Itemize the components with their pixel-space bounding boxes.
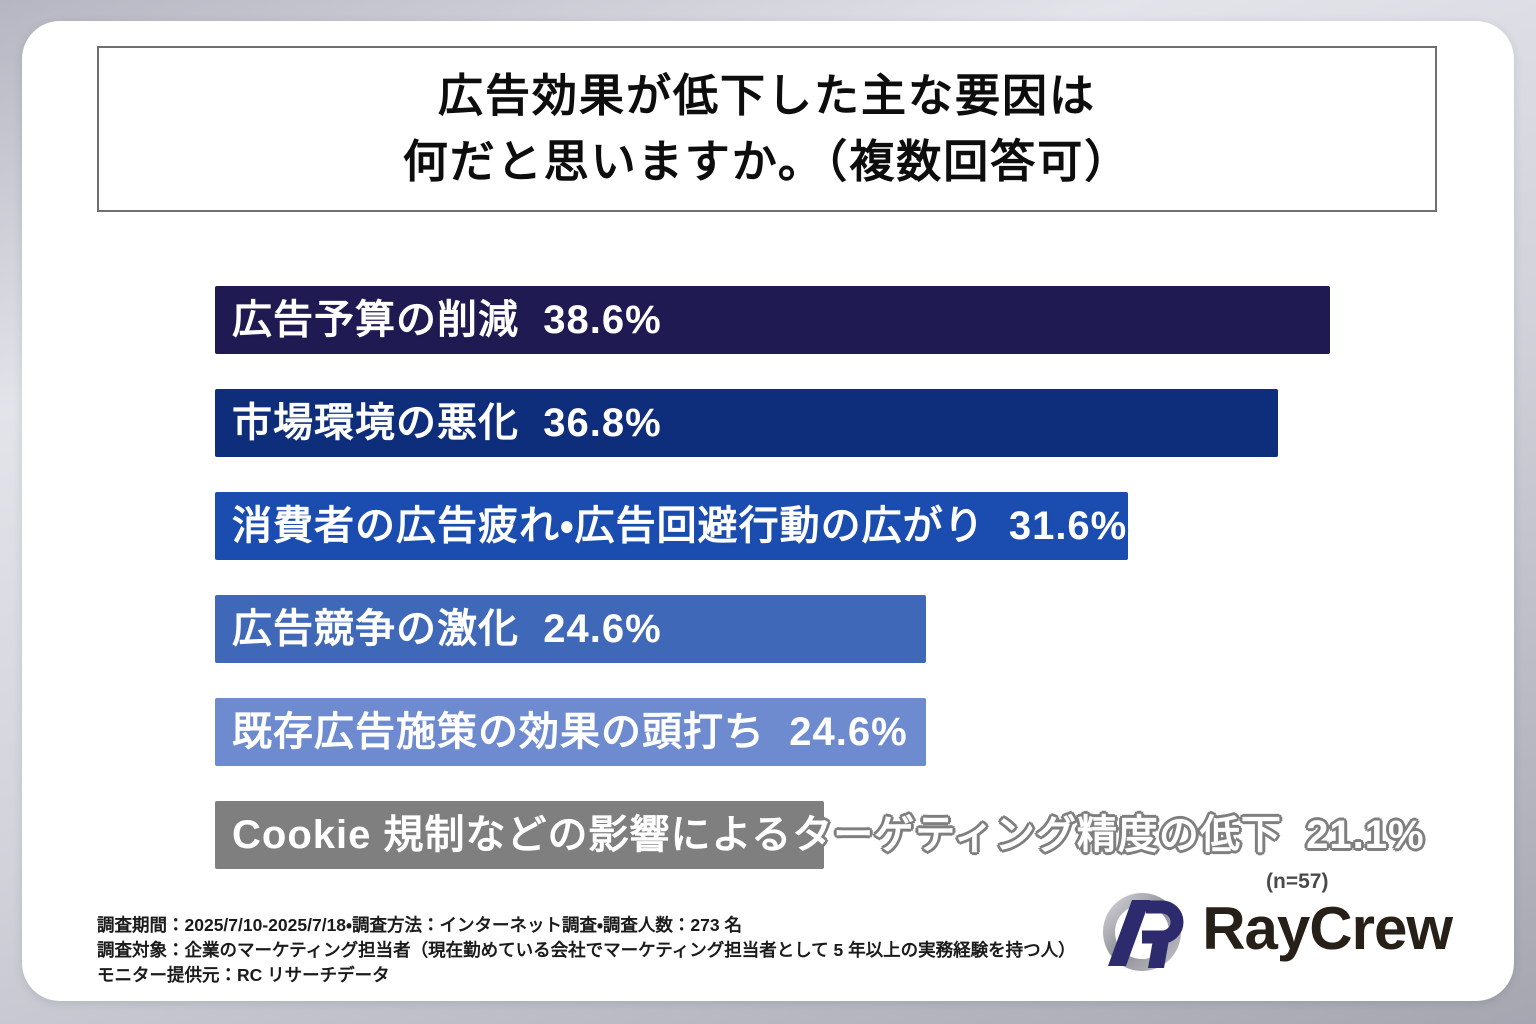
sample-size-note: (n=57) <box>1266 870 1329 893</box>
bar-row-2: 市場環境の悪化 36.8% <box>215 389 1330 457</box>
survey-notes: 調査期間：2025/7/10-2025/7/18・調査方法：インターネット調査・… <box>97 913 1076 988</box>
bar-1: 広告予算の削減 38.6% <box>215 286 1330 354</box>
title-box: 広告効果が低下した主な要因は 何だと思いますか。（複数回答可） <box>97 46 1437 212</box>
bar-3: 消費者の広告疲れ・広告回避行動の広がり 31.6% <box>215 492 1128 560</box>
bar-label-4: 広告競争の激化 24.6% <box>232 607 662 651</box>
survey-monitor-note: モニター提供元：RC リサーチデータ <box>97 964 390 985</box>
bar-6: Cookie 規制などの影響によるターゲティング精度の低下 21.1% <box>215 801 1424 869</box>
infographic-card: 広告効果が低下した主な要因は 何だと思いますか。（複数回答可） 広告予算の削減 … <box>22 21 1514 1001</box>
raycrew-logo-icon <box>1096 876 1196 981</box>
bar-4: 広告競争の激化 24.6% <box>215 595 926 663</box>
bar-label-5: 既存広告施策の効果の頭打ち 24.6% <box>232 710 908 754</box>
bar-row-4: 広告競争の激化 24.6% <box>215 595 1330 663</box>
bar-2: 市場環境の悪化 36.8% <box>215 389 1278 457</box>
bar-label-2: 市場環境の悪化 36.8% <box>232 401 662 445</box>
bar-label-3: 消費者の広告疲れ・広告回避行動の広がり 31.6% <box>232 504 1128 548</box>
bar-5: 既存広告施策の効果の頭打ち 24.6% <box>215 698 926 766</box>
survey-period-note: 調査期間：2025/7/10-2025/7/18・調査方法：インターネット調査・… <box>97 915 742 935</box>
bar-row-6: Cookie 規制などの影響によるターゲティング精度の低下 21.1% <box>215 801 1424 869</box>
bar-row-5: 既存広告施策の効果の頭打ち 24.6% <box>215 698 1330 766</box>
bar-row-3: 消費者の広告疲れ・広告回避行動の広がり 31.6% <box>215 492 1330 560</box>
survey-target-note: 調査対象：企業のマーケティング担当者（現在勤めている会社でマーケティング担当者と… <box>97 939 1076 960</box>
bar-label-1: 広告予算の削減 38.6% <box>232 298 662 342</box>
bar-row-1: 広告予算の削減 38.6% <box>215 286 1330 354</box>
page-title-line-1: 広告効果が低下した主な要因は <box>437 70 1096 122</box>
bar-label-6: Cookie 規制などの影響によるターゲティング精度の低下 21.1% <box>232 813 1425 857</box>
page-title-line-2: 何だと思いますか。（複数回答可） <box>402 136 1132 187</box>
bar-chart: 広告予算の削減 38.6% 市場環境の悪化 36.8% 消費者の広告疲れ・広告回避行… <box>215 286 1424 869</box>
raycrew-logo-text: RayCrew <box>1202 895 1453 962</box>
raycrew-logo: RayCrew <box>1096 876 1453 981</box>
